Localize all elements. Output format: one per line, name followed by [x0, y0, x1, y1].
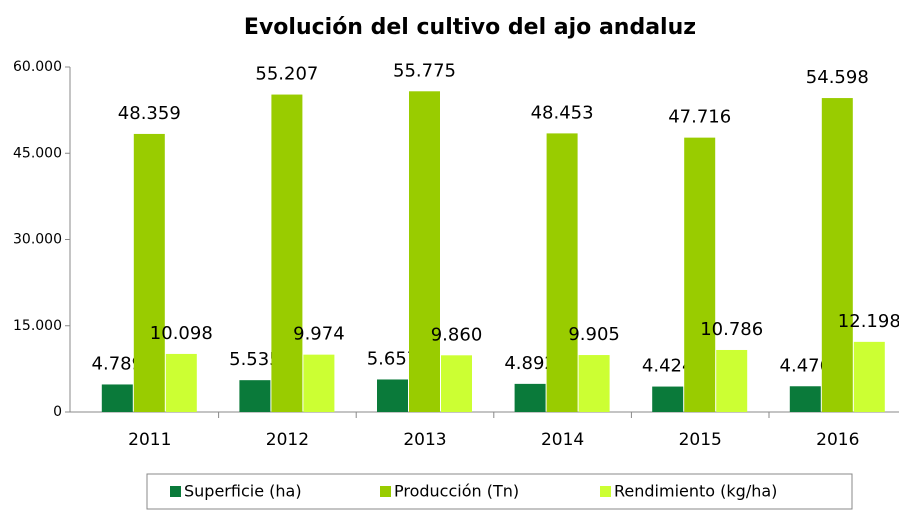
data-label: 9.974 — [293, 324, 345, 345]
y-tick-label: 30.000 — [13, 232, 62, 248]
legend-label: Superficie (ha) — [184, 482, 302, 501]
x-tick-label: 2012 — [266, 430, 309, 450]
bar — [101, 384, 133, 412]
bar — [441, 355, 472, 412]
legend-swatch — [380, 486, 391, 497]
legend-label: Producción (Tn) — [394, 482, 519, 501]
data-label: 47.716 — [668, 107, 731, 128]
bar — [684, 137, 716, 412]
legend — [146, 473, 853, 510]
data-label: 10.098 — [150, 323, 213, 344]
data-label: 48.359 — [118, 103, 181, 124]
data-label: 5.535 — [229, 349, 281, 370]
bar — [578, 355, 610, 412]
data-label: 55.207 — [255, 64, 318, 85]
bar — [652, 386, 684, 412]
x-tick-label: 2015 — [679, 430, 722, 450]
bar — [165, 353, 197, 412]
bar — [239, 380, 271, 412]
bar — [821, 98, 853, 413]
y-tick-label: 0 — [53, 404, 62, 420]
data-label: 9.905 — [568, 324, 620, 345]
data-label: 9.860 — [431, 324, 483, 345]
data-label: 48.453 — [531, 102, 594, 123]
chart-title: Evolución del cultivo del ajo andaluz — [244, 15, 696, 40]
data-label: 5.657 — [367, 348, 419, 369]
bar — [409, 91, 440, 412]
legend-label: Rendimiento (kg/ha) — [614, 482, 777, 501]
x-tick-label: 2014 — [541, 430, 584, 450]
bar — [303, 354, 335, 412]
bar — [271, 94, 303, 412]
data-label: 4.476 — [780, 355, 832, 376]
bar — [716, 349, 748, 412]
bar — [133, 133, 165, 413]
y-tick-label: 45.000 — [13, 145, 62, 161]
bar — [546, 133, 578, 412]
x-tick-label: 2011 — [128, 430, 171, 450]
bar — [789, 386, 821, 412]
bar — [514, 383, 546, 412]
x-tick-label: 2013 — [403, 430, 446, 450]
bar — [377, 379, 408, 412]
data-label: 4.892 — [504, 353, 556, 374]
data-label: 10.786 — [700, 319, 763, 340]
y-tick-label: 15.000 — [13, 318, 62, 334]
data-label: 4.789 — [92, 353, 144, 374]
data-label: 12.198 — [838, 311, 899, 332]
y-tick-label: 60.000 — [13, 59, 62, 75]
x-tick-label: 2016 — [816, 430, 859, 450]
bar — [853, 341, 885, 412]
data-label: 4.424 — [642, 356, 694, 377]
data-label: 55.775 — [393, 60, 456, 81]
data-label: 54.598 — [806, 67, 869, 88]
legend-swatch — [170, 486, 181, 497]
legend-swatch — [600, 486, 611, 497]
